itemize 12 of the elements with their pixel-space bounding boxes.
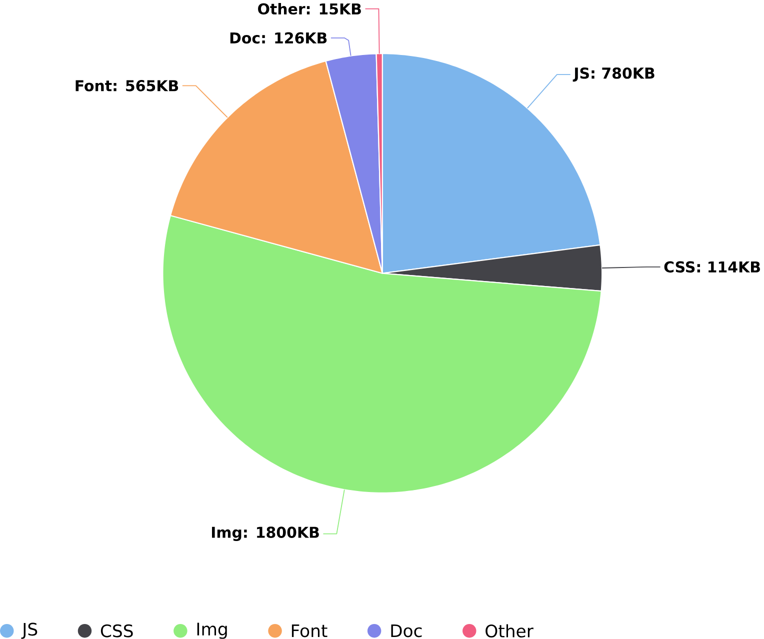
data-label: Font: 565KB [76, 80, 178, 92]
data-label: Img: 1800KB [212, 526, 319, 542]
legend-label: Doc [391, 624, 422, 638]
legend-label: CSS [100, 624, 133, 638]
legend-label: JS [21, 622, 38, 639]
data-label: JS: 780KB [572, 68, 654, 82]
legend-label: Img [197, 622, 227, 639]
legend-label: Other [486, 624, 534, 638]
legend-label: Font [292, 624, 328, 638]
data-label: CSS: 114KB [664, 261, 760, 273]
data-label: Other: 15KB [258, 3, 361, 15]
data-label: Doc: 126KB [230, 32, 327, 44]
